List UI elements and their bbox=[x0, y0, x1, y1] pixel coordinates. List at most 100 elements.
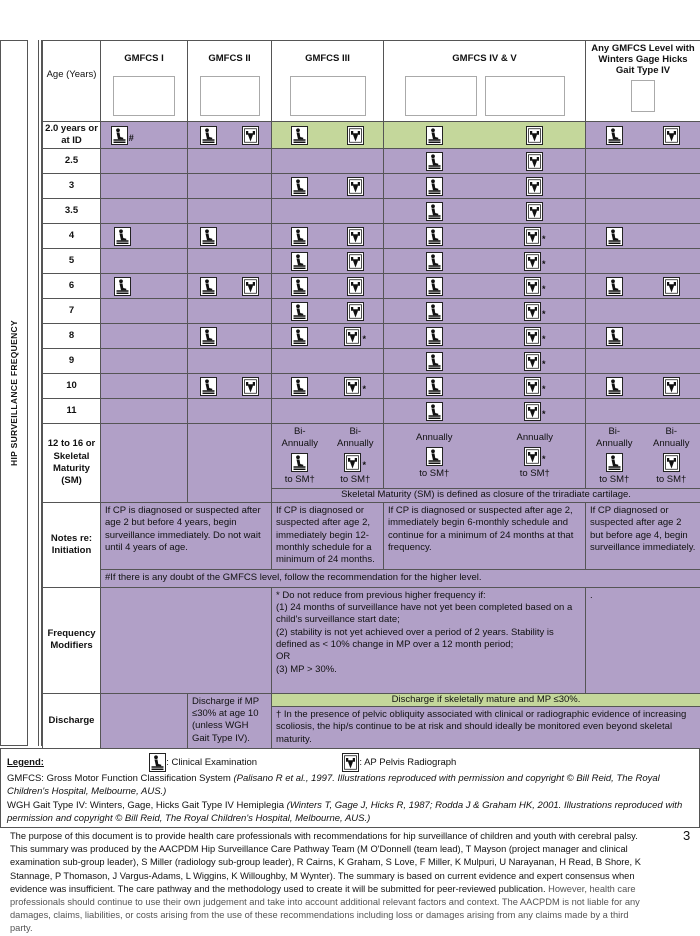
ap-pelvis-radiograph-icon bbox=[524, 252, 541, 271]
notes-gmfcs-4-5: If CP is diagnosed or suspected after ag… bbox=[384, 503, 586, 570]
icon-cell bbox=[384, 377, 485, 396]
icon-cell: * bbox=[485, 277, 586, 296]
schedule-cell bbox=[188, 399, 230, 424]
clinical-examination-icon bbox=[291, 252, 308, 271]
gmfcs-2-illustration bbox=[200, 76, 260, 116]
schedule-cell bbox=[272, 122, 328, 149]
ap-pelvis-radiograph-icon bbox=[524, 327, 541, 346]
ap-pelvis-radiograph-icon bbox=[242, 377, 259, 396]
ap-pelvis-radiograph-icon bbox=[524, 227, 541, 246]
clinical-examination-icon bbox=[200, 227, 217, 246]
clinical-examination-icon bbox=[426, 352, 443, 371]
table-row-skeletal-maturity: 12 to 16 or Skeletal Maturity (SM)Bi-Ann… bbox=[43, 424, 700, 489]
table-row: 3 bbox=[43, 174, 700, 199]
modifiers-label: Frequency Modifiers bbox=[43, 587, 101, 693]
ap-pelvis-radiograph-icon bbox=[344, 453, 361, 472]
frequency-label: Annually bbox=[384, 432, 485, 444]
schedule-cell bbox=[643, 122, 700, 149]
ap-pelvis-radiograph-icon bbox=[242, 126, 259, 145]
schedule-cell bbox=[101, 149, 144, 174]
wgh-illustration bbox=[631, 80, 655, 112]
schedule-cell: * bbox=[328, 324, 384, 349]
dagger-note: † In the presence of pelvic obliquity as… bbox=[272, 707, 700, 749]
schedule-cell bbox=[272, 349, 328, 374]
icon-cell bbox=[272, 177, 328, 196]
schedule-cell: * bbox=[485, 324, 586, 349]
schedule-cell bbox=[643, 324, 700, 349]
icon-cell: # bbox=[101, 126, 144, 145]
age-cell: 8 bbox=[43, 324, 101, 349]
clinical-examination-icon bbox=[291, 302, 308, 321]
schedule-cell bbox=[230, 324, 272, 349]
schedule-cell bbox=[643, 299, 700, 324]
clinical-examination-icon bbox=[200, 377, 217, 396]
discharge-label: Discharge bbox=[43, 693, 101, 748]
schedule-cell bbox=[328, 149, 384, 174]
modifier-line: * Do not reduce from previous higher fre… bbox=[276, 590, 581, 602]
schedule-cell bbox=[485, 122, 586, 149]
ap-pelvis-radiograph-icon bbox=[344, 327, 361, 346]
icon-cell bbox=[586, 126, 643, 145]
schedule-cell bbox=[272, 249, 328, 274]
schedule-cell: * bbox=[328, 374, 384, 399]
gmfcs-doubt-footnote: #If there is any doubt of the GMFCS leve… bbox=[101, 569, 700, 587]
icon-cell bbox=[384, 252, 485, 271]
icon-cell: * bbox=[328, 327, 384, 346]
clinical-examination-icon bbox=[114, 277, 131, 296]
icon-cell bbox=[272, 453, 328, 472]
schedule-cell bbox=[144, 249, 188, 274]
until-label: to SM† bbox=[272, 474, 328, 486]
icon-cell: * bbox=[485, 227, 586, 246]
schedule-cell bbox=[384, 122, 485, 149]
icon-cell bbox=[101, 227, 144, 246]
schedule-cell bbox=[230, 374, 272, 399]
schedule-cell bbox=[586, 224, 643, 249]
table-row: 3.5 bbox=[43, 199, 700, 224]
schedule-cell bbox=[328, 299, 384, 324]
schedule-cell bbox=[101, 424, 188, 503]
schedule-cell bbox=[328, 224, 384, 249]
marker: * bbox=[542, 284, 546, 296]
age-cell: 2.5 bbox=[43, 149, 101, 174]
icon-cell bbox=[328, 126, 384, 145]
schedule-cell bbox=[272, 149, 328, 174]
ap-pelvis-radiograph-icon bbox=[524, 447, 541, 466]
age-cell: 6 bbox=[43, 274, 101, 299]
schedule-cell bbox=[188, 149, 230, 174]
schedule-cell bbox=[643, 274, 700, 299]
icon-cell bbox=[188, 377, 230, 396]
schedule-cell bbox=[643, 349, 700, 374]
age-cell: 11 bbox=[43, 399, 101, 424]
schedule-cell: * bbox=[485, 274, 586, 299]
schedule-cell bbox=[144, 399, 188, 424]
discharge-general: Discharge if skeletally mature and MP ≤3… bbox=[272, 693, 700, 706]
icon-cell bbox=[586, 377, 643, 396]
age-cell: 2.0 years or at ID bbox=[43, 122, 101, 149]
icon-cell bbox=[272, 252, 328, 271]
clinical-examination-icon bbox=[291, 126, 308, 145]
header-row: Age (Years) GMFCS I GMFCS II GMFCS III G… bbox=[43, 41, 700, 122]
icon-cell bbox=[485, 202, 586, 221]
ap-pelvis-radiograph-icon bbox=[347, 227, 364, 246]
clinical-examination-icon bbox=[426, 177, 443, 196]
icon-cell bbox=[272, 377, 328, 396]
schedule-cell bbox=[188, 199, 230, 224]
gmfcs-5-illustration bbox=[485, 76, 565, 116]
age-cell: 5 bbox=[43, 249, 101, 274]
schedule-cell: # bbox=[101, 122, 144, 149]
schedule-cell bbox=[230, 274, 272, 299]
marker: * bbox=[542, 334, 546, 346]
ap-pelvis-radiograph-icon bbox=[524, 352, 541, 371]
icon-cell bbox=[384, 447, 485, 466]
clinical-examination-icon bbox=[149, 753, 166, 772]
icon-cell bbox=[586, 453, 643, 472]
marker: * bbox=[542, 309, 546, 321]
clinical-examination-icon bbox=[200, 277, 217, 296]
icon-cell: * bbox=[485, 352, 586, 371]
schedule-cell bbox=[230, 399, 272, 424]
clinical-examination-icon bbox=[291, 177, 308, 196]
schedule-cell bbox=[144, 174, 188, 199]
schedule-cell bbox=[328, 199, 384, 224]
icon-cell: * bbox=[485, 402, 586, 421]
schedule-cell bbox=[586, 324, 643, 349]
